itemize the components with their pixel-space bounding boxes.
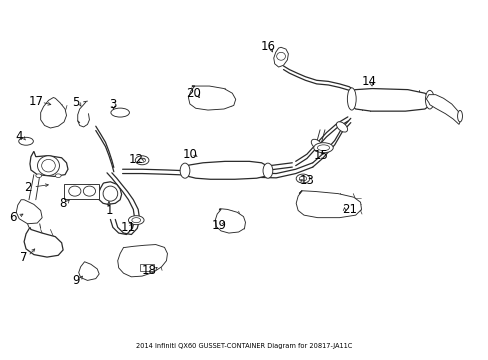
Ellipse shape: [299, 176, 306, 181]
Polygon shape: [16, 200, 42, 224]
Ellipse shape: [128, 216, 144, 225]
Polygon shape: [24, 227, 63, 257]
Text: 20: 20: [185, 87, 201, 100]
Ellipse shape: [311, 139, 322, 149]
Text: 10: 10: [182, 148, 197, 161]
Polygon shape: [296, 191, 361, 218]
Text: 7: 7: [20, 251, 28, 264]
Ellipse shape: [135, 156, 149, 165]
Polygon shape: [118, 244, 167, 277]
Text: 21: 21: [341, 203, 356, 216]
Text: 11: 11: [121, 221, 136, 234]
Ellipse shape: [36, 174, 41, 177]
Text: 3: 3: [109, 98, 116, 111]
Ellipse shape: [317, 145, 329, 150]
Ellipse shape: [263, 163, 272, 178]
Text: 4: 4: [16, 130, 23, 144]
Ellipse shape: [19, 137, 33, 145]
Text: 16: 16: [260, 40, 275, 53]
Text: 17: 17: [28, 95, 43, 108]
Ellipse shape: [457, 111, 462, 122]
Text: 9: 9: [72, 274, 80, 287]
Text: 12: 12: [128, 153, 143, 166]
Ellipse shape: [83, 186, 95, 196]
Ellipse shape: [336, 122, 347, 132]
Ellipse shape: [139, 158, 145, 162]
Text: 19: 19: [211, 219, 226, 233]
Polygon shape: [30, 151, 68, 176]
Polygon shape: [348, 89, 430, 111]
Polygon shape: [183, 161, 269, 179]
Polygon shape: [426, 95, 460, 125]
Text: 5: 5: [72, 96, 80, 109]
Ellipse shape: [38, 156, 60, 176]
Ellipse shape: [103, 186, 118, 201]
Text: 14: 14: [361, 75, 376, 88]
Text: 2014 Infiniti QX60 GUSSET-CONTAINER Diagram for 20817-JA11C: 2014 Infiniti QX60 GUSSET-CONTAINER Diag…: [136, 343, 352, 348]
Text: 13: 13: [299, 174, 314, 187]
Polygon shape: [215, 209, 245, 233]
Ellipse shape: [41, 159, 55, 172]
Text: 2: 2: [24, 181, 31, 194]
Text: 6: 6: [9, 211, 17, 224]
Polygon shape: [273, 47, 288, 67]
Text: 1: 1: [105, 204, 112, 217]
Polygon shape: [98, 182, 122, 204]
Text: 8: 8: [60, 197, 67, 210]
Bar: [140, 264, 154, 271]
Ellipse shape: [69, 186, 81, 196]
Ellipse shape: [296, 174, 309, 183]
Bar: [64, 184, 99, 199]
Polygon shape: [188, 86, 235, 110]
Ellipse shape: [180, 163, 189, 178]
Ellipse shape: [346, 88, 355, 110]
Ellipse shape: [276, 52, 285, 60]
Ellipse shape: [132, 218, 141, 223]
Text: 15: 15: [313, 149, 328, 162]
Ellipse shape: [55, 174, 61, 177]
Polygon shape: [79, 262, 99, 280]
Polygon shape: [41, 98, 66, 128]
Ellipse shape: [111, 108, 129, 117]
Ellipse shape: [425, 90, 433, 109]
Ellipse shape: [313, 143, 332, 153]
Text: 18: 18: [142, 264, 157, 277]
